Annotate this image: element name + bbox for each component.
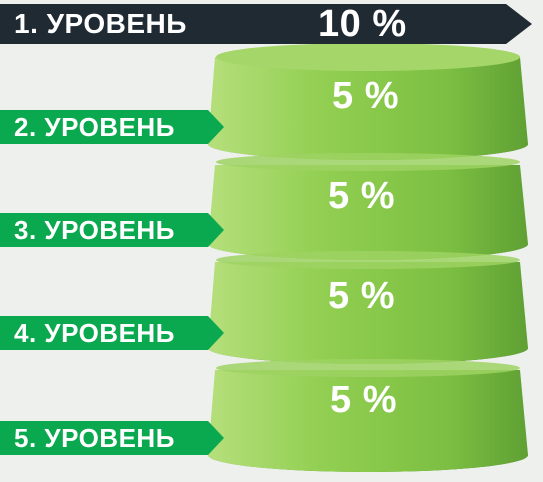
level-2-arrow	[0, 110, 224, 144]
level-3-label: 3. УРОВЕНЬ	[14, 215, 175, 245]
level-1-value: 10 %	[318, 3, 407, 45]
level-4-arrow	[0, 316, 224, 350]
level-1-label: 1. УРОВЕНЬ	[14, 8, 187, 39]
level-2-value: 5 %	[332, 75, 399, 117]
level-3-value: 5 %	[328, 175, 395, 217]
level-1-bar	[0, 4, 532, 44]
tier-5	[208, 359, 528, 472]
level-5-label: 5. УРОВЕНЬ	[14, 423, 175, 453]
level-4-label: 4. УРОВЕНЬ	[14, 318, 175, 348]
level-3-arrow	[0, 213, 224, 247]
level-5-arrow	[0, 421, 224, 455]
level-5-value: 5 %	[330, 379, 397, 421]
tier-4	[208, 251, 528, 364]
level-2-label: 2. УРОВЕНЬ	[14, 112, 175, 142]
tier-2	[208, 43, 528, 160]
level-4-value: 5 %	[328, 275, 395, 317]
tier-3	[208, 153, 528, 260]
